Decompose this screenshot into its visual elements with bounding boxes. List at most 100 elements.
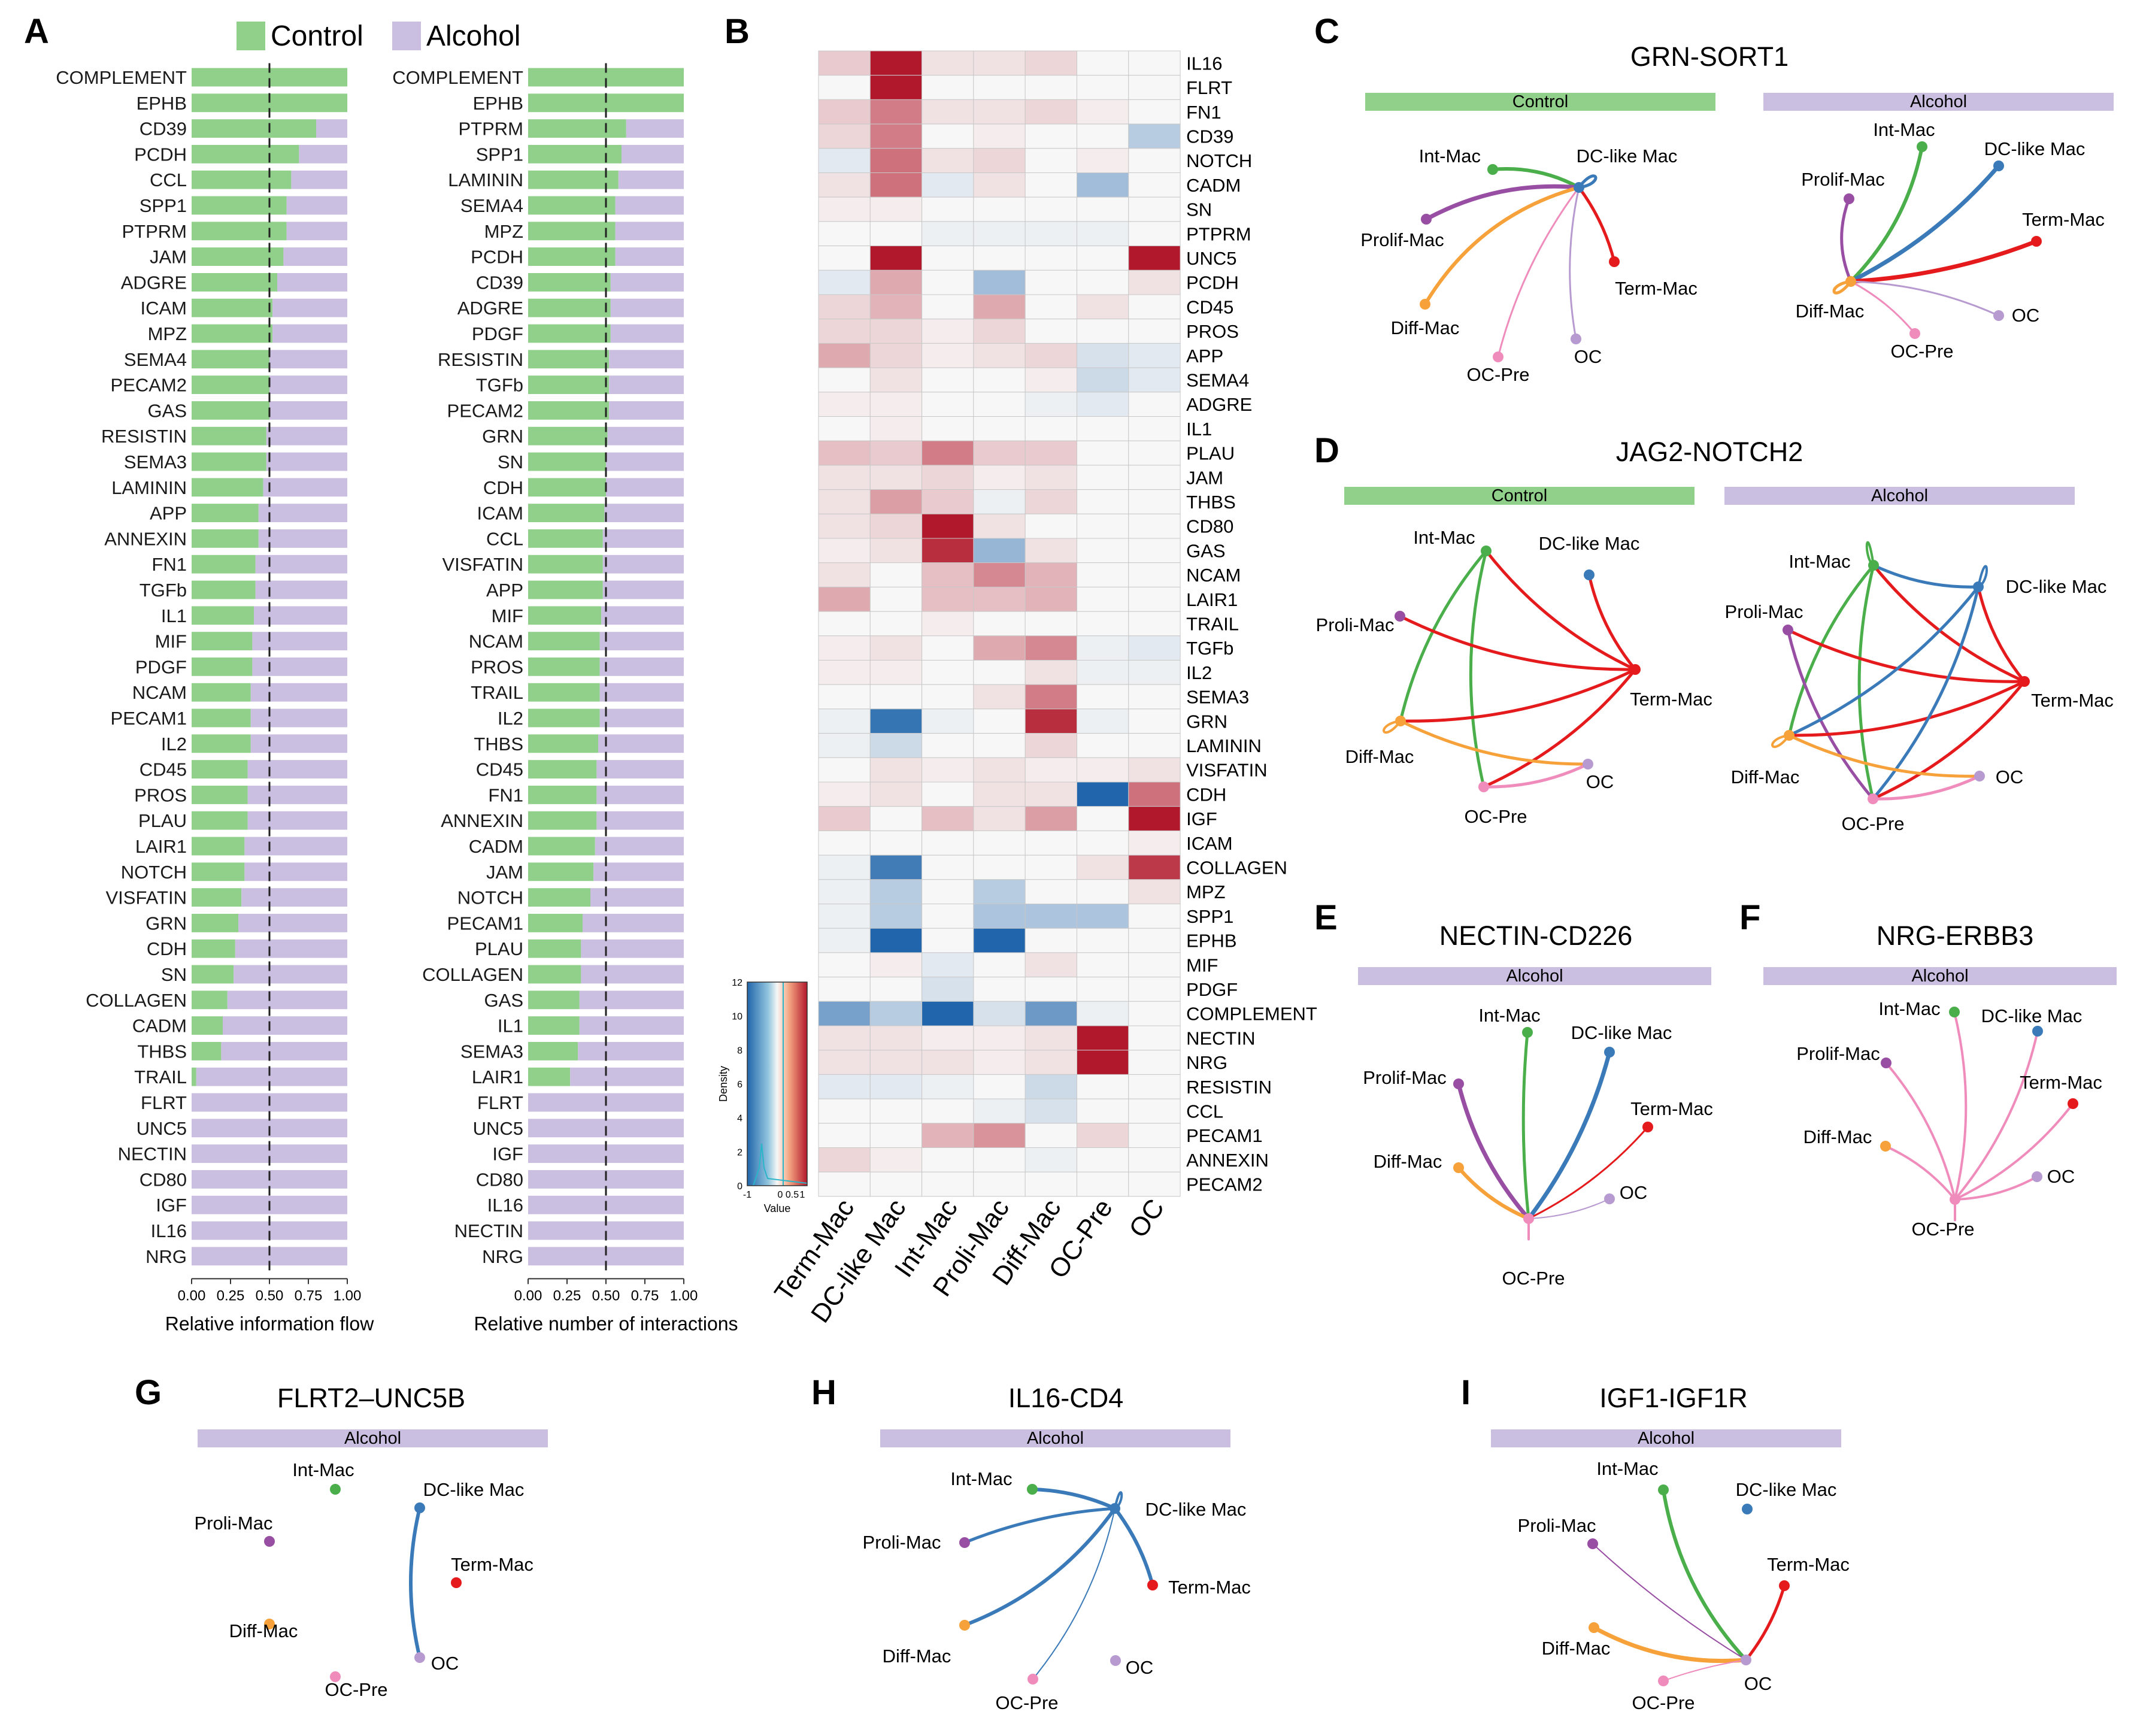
- edge: [1521, 1031, 1530, 1220]
- heatmap-row-label-icam: ICAM: [1186, 833, 1233, 854]
- bar-control-spp1: [192, 196, 287, 215]
- edge: [1113, 1507, 1154, 1587]
- color-key-y-tick: 2: [737, 1147, 742, 1158]
- bar-alcohol-cadm: [595, 837, 684, 856]
- heatmap-cell-app-oc: [1128, 343, 1181, 368]
- bar-control-pecam1: [192, 708, 251, 728]
- heatmap-cell-fn1-term-mac: [818, 99, 871, 125]
- node-int-mac: [1917, 141, 1927, 152]
- category-label-cdh: CDH: [483, 477, 523, 498]
- node-label-oc-pre: OC-Pre: [1911, 1219, 1974, 1240]
- heatmap-row-label-nrg: NRG: [1186, 1052, 1227, 1073]
- heatmap-cell-il2-oc: [1128, 660, 1181, 685]
- bar-alcohol-pecam2: [269, 375, 347, 395]
- heatmap-cell-nrg-dc-like-mac: [869, 1050, 923, 1075]
- edge: [1787, 680, 2026, 737]
- category-label-mpz: MPZ: [148, 323, 187, 344]
- bar-control-icam: [528, 504, 605, 523]
- heatmap-row-label-sema3: SEMA3: [1186, 687, 1249, 708]
- heatmap-row-label-cadm: CADM: [1186, 175, 1241, 196]
- category-label-adgre: ADGRE: [457, 298, 523, 319]
- heatmap-cell-cd80-oc-pre: [1077, 513, 1129, 539]
- category-label-il2: IL2: [498, 708, 523, 729]
- heatmap-cell-pecam2-int-mac: [922, 1171, 974, 1197]
- bar-control-sn: [192, 965, 234, 984]
- heatmap-cell-cd80-int-mac: [922, 513, 974, 539]
- category-label-notch: NOTCH: [457, 887, 523, 908]
- heatmap-cell-complement-oc-pre: [1077, 1001, 1129, 1026]
- heatmap-cell-cdh-diff-mac: [1024, 781, 1077, 807]
- heatmap-cell-flrt-diff-mac: [1024, 75, 1077, 100]
- category-label-il1: IL1: [161, 605, 187, 626]
- heatmap-row-label-flrt: FLRT: [1186, 77, 1232, 98]
- heatmap-cell-sema4-oc-pre: [1077, 367, 1129, 393]
- node-label-term-mac: Term-Mac: [2031, 690, 2114, 711]
- panel-a-information-flow: COMPLEMENT EPHB CD39 PCDH CCL SPP1 PTPRM JAM ADG…: [56, 63, 374, 1334]
- node-label-oc: OC: [1586, 771, 1614, 792]
- bar-control-ncam: [192, 683, 251, 702]
- node-label-diff-mac: Diff-Mac: [1796, 301, 1865, 322]
- heatmap-cell-sema4-diff-mac: [1024, 367, 1077, 393]
- node-oc-pre: [1478, 781, 1489, 792]
- heatmap-cell-il16-proli-mac: [973, 50, 1026, 76]
- node-label-prolif-mac: Prolif-Mac: [1796, 1043, 1880, 1064]
- heatmap-row-label-trail: TRAIL: [1186, 613, 1239, 634]
- heatmap-cell-laminin-term-mac: [818, 733, 871, 758]
- heatmap-cell-flrt-int-mac: [922, 75, 974, 100]
- heatmap-cell-cd80-proli-mac: [973, 513, 1026, 539]
- panel-a-number-of-interactions: COMPLEMENT EPHB PTPRM SPP1 LAMININ SEMA4 MPZ PC…: [392, 63, 738, 1334]
- heatmap-cell-igf-term-mac: [818, 806, 871, 831]
- heatmap-cell-unc5-dc-like-mac: [869, 246, 923, 271]
- node-label-oc: OC: [1126, 1657, 1154, 1678]
- heatmap-cell-flrt-term-mac: [818, 75, 871, 100]
- x-axis-title: Relative information flow: [165, 1313, 374, 1334]
- network-title-il16-cd4: IL16-CD4: [1008, 1383, 1124, 1413]
- bar-alcohol-visfatin: [602, 555, 684, 574]
- category-label-cdh: CDH: [147, 938, 187, 959]
- heatmap-cell-unc5-int-mac: [922, 246, 974, 271]
- edge: [1457, 1166, 1530, 1220]
- heatmap-cell-plau-proli-mac: [973, 440, 1026, 466]
- bar-control-il2: [528, 708, 600, 728]
- edge: [1398, 614, 1637, 671]
- node-oc-pre: [1493, 352, 1504, 362]
- node-term-mac: [2019, 676, 2030, 687]
- color-key-y-tick: 4: [737, 1114, 742, 1124]
- heatmap-cell-cadm-proli-mac: [973, 172, 1026, 198]
- edge: [1857, 563, 1875, 801]
- heatmap-cell-il2-int-mac: [922, 660, 974, 685]
- color-key-x-tick: 1: [800, 1190, 805, 1200]
- edge: [1871, 585, 1980, 801]
- heatmap-cell-jam-diff-mac: [1024, 465, 1077, 490]
- heatmap-cell-lair1-diff-mac: [1024, 586, 1077, 612]
- heatmap-row-label-pecam1: PECAM1: [1186, 1125, 1262, 1146]
- heatmap-cell-complement-int-mac: [922, 1001, 974, 1026]
- network-title-flrt2-unc5b: FLRT2–UNC5B: [277, 1383, 465, 1413]
- edge: [1569, 186, 1580, 340]
- color-key-y-tick: 10: [732, 1012, 742, 1022]
- node-term-mac: [2068, 1098, 2078, 1109]
- node-label-oc-pre: OC-Pre: [995, 1692, 1058, 1713]
- color-key-y-tick: 0: [737, 1181, 742, 1192]
- heatmap-cell-pcdh-term-mac: [818, 269, 871, 295]
- heatmap-row-label-cdh: CDH: [1186, 784, 1226, 805]
- bar-alcohol-pcdh: [615, 247, 684, 266]
- node-prolif-mac: [1421, 214, 1432, 225]
- heatmap-cell-gas-diff-mac: [1024, 538, 1077, 563]
- heatmap-cell-cdh-int-mac: [922, 781, 974, 807]
- category-label-thbs: THBS: [137, 1041, 187, 1062]
- heatmap-row-label-tgfb: TGFb: [1186, 638, 1233, 659]
- heatmap-row-label-ncam: NCAM: [1186, 565, 1241, 586]
- bar-control-plau: [528, 939, 581, 958]
- heatmap-cell-resistin-diff-mac: [1024, 1074, 1077, 1099]
- bar-control-cd39: [192, 119, 316, 138]
- heatmap-cell-igf-oc: [1128, 806, 1181, 831]
- edge: [1872, 563, 1980, 589]
- category-label-visfatin: VISFATIN: [105, 887, 187, 908]
- network-title-jag2-notch2: JAG2-NOTCH2: [1616, 437, 1803, 467]
- bar-control-gas: [192, 401, 269, 420]
- heatmap-cell-sema3-dc-like-mac: [869, 684, 923, 710]
- bar-control-ccl: [192, 170, 292, 189]
- legend-swatch-control: [237, 22, 265, 50]
- heatmap-row-label-laminin: LAMININ: [1186, 735, 1262, 756]
